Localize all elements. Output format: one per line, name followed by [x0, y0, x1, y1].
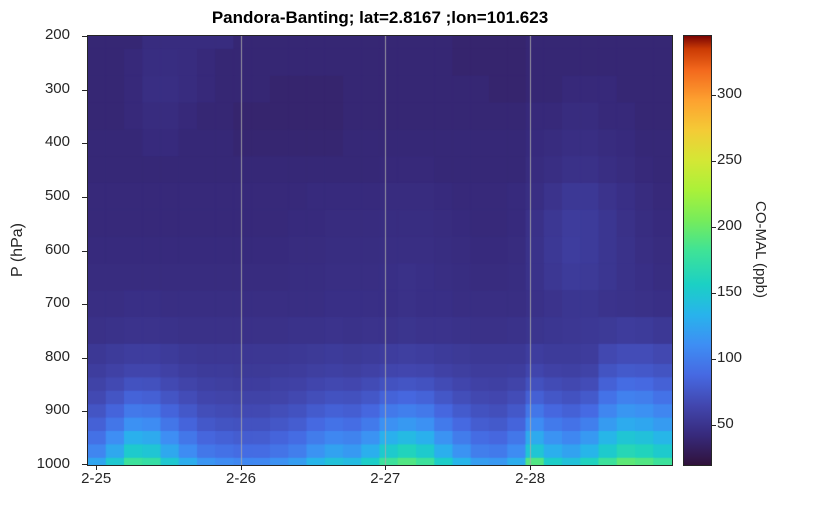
y-tick-label: 600	[44, 240, 70, 258]
y-tick-label: 500	[44, 186, 70, 204]
colorbar-tick-label: 150	[717, 283, 743, 301]
colorbar-tick-labels: 50 100 150 200 250 300	[717, 35, 757, 464]
y-tick-mark	[82, 250, 88, 252]
y-tick-label: 400	[44, 133, 70, 151]
colorbar-tick-label: 50	[717, 415, 734, 433]
colorbar-tick-mark	[711, 424, 716, 426]
y-tick-mark	[82, 36, 88, 37]
x-tick-mark	[240, 465, 242, 470]
colorbar-tick-mark	[711, 292, 716, 294]
y-tick-label: 900	[44, 401, 70, 419]
x-tick-mark	[95, 465, 97, 470]
heatmap-canvas	[88, 36, 672, 465]
y-tick-mark	[82, 304, 88, 306]
x-tick-mark	[529, 465, 531, 470]
y-tick-mark	[82, 89, 88, 91]
colorbar-tick-mark	[711, 94, 716, 96]
x-axis-tick-labels: 2-25 2-26 2-27 2-28	[81, 470, 672, 490]
y-tick-mark	[82, 357, 88, 359]
colorbar-tick-label: 100	[717, 349, 743, 367]
y-tick-label: 1000	[36, 455, 70, 472]
chart-title: Pandora-Banting; lat=2.8167 ;lon=101.623	[211, 8, 549, 27]
colorbar-tick-label: 200	[717, 217, 743, 235]
y-tick-label: 800	[44, 347, 70, 365]
colorbar-gradient	[684, 36, 711, 465]
colorbar	[683, 35, 716, 466]
plot-area	[82, 35, 673, 470]
colorbar-tick-label: 300	[717, 85, 743, 103]
y-tick-label: 700	[44, 294, 70, 312]
y-tick-mark	[82, 411, 88, 413]
y-tick-mark	[82, 143, 88, 145]
colorbar-tick-label: 250	[717, 151, 743, 169]
y-tick-label: 200	[44, 26, 70, 43]
x-tick-label: 2-27	[370, 470, 401, 487]
y-axis-tick-labels: 200 300 400 500 600 700 800 900 1000	[0, 26, 80, 472]
x-tick-mark	[384, 465, 386, 470]
colorbar-tick-mark	[711, 160, 716, 162]
x-tick-label: 2-25	[81, 470, 112, 487]
x-tick-label: 2-26	[225, 470, 257, 487]
colorbar-tick-mark	[711, 358, 716, 360]
y-tick-mark	[82, 464, 88, 465]
colorbar-tick-mark	[711, 226, 716, 228]
colorbar-axis-label: CO-MAL (ppb)	[752, 201, 769, 298]
y-tick-mark	[82, 196, 88, 198]
y-tick-label: 300	[44, 79, 70, 97]
x-tick-label: 2-28	[515, 470, 546, 487]
